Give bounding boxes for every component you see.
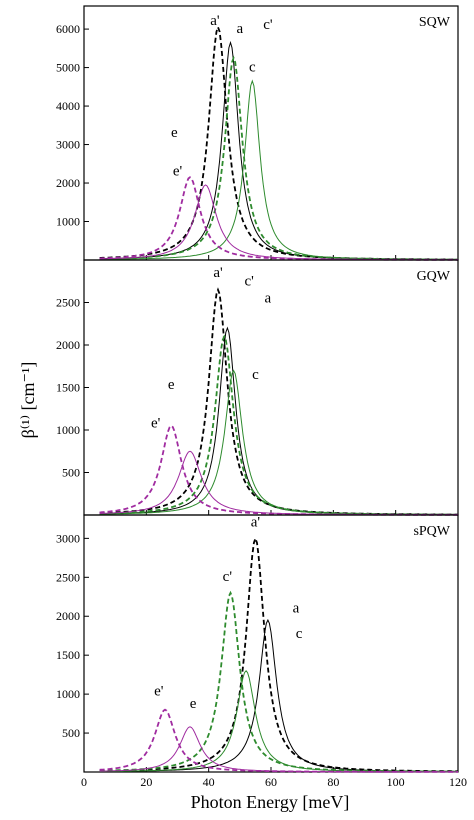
x-tick-label: 40 <box>203 775 215 789</box>
curve-annotation-sqw: a' <box>210 13 220 29</box>
curve-e_prime-sqw <box>99 176 458 261</box>
y-tick-label-sqw: 2000 <box>56 176 80 190</box>
panel-title-sqw: SQW <box>419 15 451 30</box>
curve-c_prime-spqw <box>99 590 458 773</box>
x-tick-label: 100 <box>387 775 405 789</box>
y-tick-label-sqw: 5000 <box>56 61 80 75</box>
y-tick-label-sqw: 4000 <box>56 99 80 113</box>
y-tick-label-spqw: 500 <box>62 726 80 740</box>
curve-annotation-gqw: c <box>252 367 259 383</box>
curve-annotation-gqw: e <box>168 377 175 393</box>
x-axis-label: Photon Energy [meV] <box>191 792 350 812</box>
y-tick-label-spqw: 3000 <box>56 531 80 545</box>
curve-annotation-spqw: c <box>296 626 303 642</box>
panel-title-spqw: sPQW <box>413 524 450 539</box>
y-tick-label-gqw: 1500 <box>56 381 80 395</box>
y-tick-label-gqw: 2500 <box>56 296 80 310</box>
x-tick-label: 60 <box>265 775 277 789</box>
curve-c-gqw <box>99 369 458 516</box>
curve-annotation-sqw: e <box>171 125 178 141</box>
curve-annotation-sqw: e' <box>173 163 183 179</box>
y-tick-label-gqw: 500 <box>62 466 80 480</box>
curve-a_prime-spqw <box>99 535 458 773</box>
y-tick-label-sqw: 3000 <box>56 138 80 152</box>
curve-a_prime-sqw <box>99 24 458 261</box>
y-axis-label: β⁽¹⁾ [cm⁻¹] <box>18 362 38 439</box>
curve-annotation-sqw: a <box>236 21 243 37</box>
curve-annotation-sqw: c <box>249 59 256 75</box>
curve-e-spqw <box>99 726 458 773</box>
y-tick-label-spqw: 2500 <box>56 570 80 584</box>
y-tick-label-spqw: 2000 <box>56 609 80 623</box>
curve-e-sqw <box>99 184 458 261</box>
curve-annotation-spqw: e <box>190 696 197 712</box>
curve-annotation-gqw: c' <box>244 274 254 290</box>
x-tick-label: 20 <box>140 775 152 789</box>
curve-annotation-spqw: a' <box>251 515 261 531</box>
y-tick-label-gqw: 2000 <box>56 338 80 352</box>
y-tick-label-spqw: 1500 <box>56 648 80 662</box>
panel-frame-spqw <box>83 514 459 773</box>
curve-e-gqw <box>99 450 458 516</box>
x-tick-label: 0 <box>81 775 87 789</box>
curve-a-sqw <box>99 40 458 261</box>
curve-annotation-gqw: a <box>265 291 272 307</box>
y-tick-label-sqw: 6000 <box>56 22 80 36</box>
x-tick-label: 80 <box>327 775 339 789</box>
y-tick-label-gqw: 1000 <box>56 423 80 437</box>
curve-c-sqw <box>99 79 458 261</box>
curve-annotation-gqw: e' <box>151 415 161 431</box>
curve-c_prime-sqw <box>99 55 459 261</box>
panel-frame-sqw <box>83 5 459 261</box>
curve-a_prime-gqw <box>99 287 458 516</box>
curve-annotation-sqw: c' <box>263 17 273 33</box>
x-tick-label: 120 <box>449 775 467 789</box>
curve-annotation-spqw: a <box>293 600 300 616</box>
curve-e_prime-gqw <box>99 424 458 516</box>
y-tick-label-sqw: 1000 <box>56 215 80 229</box>
y-tick-label-spqw: 1000 <box>56 687 80 701</box>
panel-title-gqw: GQW <box>417 269 451 284</box>
curve-annotation-spqw: c' <box>223 569 233 585</box>
curve-annotation-gqw: a' <box>213 265 223 281</box>
curve-annotation-spqw: e' <box>154 684 164 700</box>
